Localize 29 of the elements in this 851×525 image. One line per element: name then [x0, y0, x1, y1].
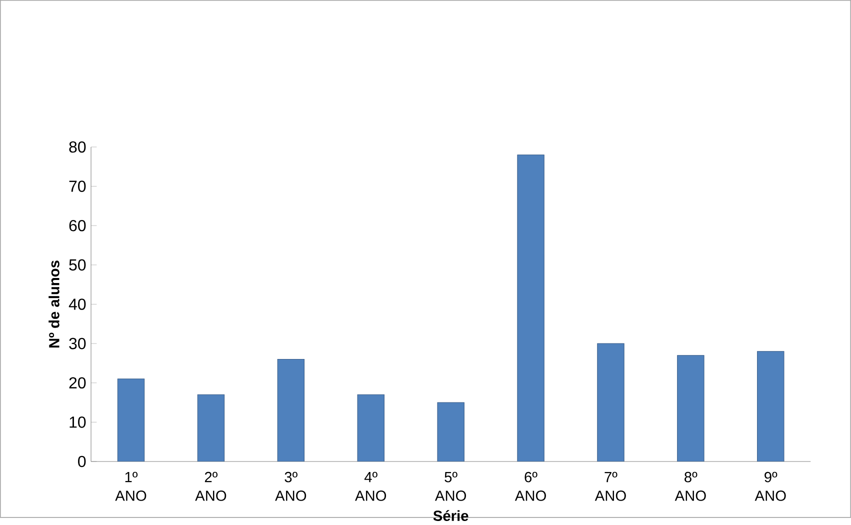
bar	[437, 402, 464, 462]
x-tick-label: 9º ANO	[754, 472, 786, 501]
x-tick-label: 3º ANO	[275, 472, 306, 501]
x-tick-label: 5º ANO	[434, 472, 466, 501]
y-tick-label: 60	[69, 220, 86, 232]
x-tick-label: 7º ANO	[594, 472, 626, 501]
x-tick-label: 4º ANO	[355, 472, 386, 501]
x-tick-label: 6º ANO	[514, 472, 546, 501]
bar	[117, 378, 145, 462]
x-axis-title: Série	[433, 510, 468, 521]
bar	[677, 354, 704, 462]
x-tick-label: 8º ANO	[674, 472, 706, 501]
y-tick-label: 20	[69, 376, 86, 388]
y-tick-label: 0	[78, 456, 86, 467]
y-axis-title: Nº de alunos	[48, 260, 60, 348]
y-tick-label: 70	[69, 180, 86, 192]
bar	[517, 154, 544, 462]
y-tick-label: 40	[68, 298, 86, 310]
y-tick-label: 30	[69, 338, 86, 349]
bar	[197, 394, 225, 462]
bar	[597, 343, 624, 462]
y-tick-label: 80	[69, 141, 86, 152]
x-tick-label: 2º ANO	[195, 472, 226, 501]
bar	[357, 394, 384, 462]
y-tick-label: 10	[70, 416, 86, 428]
x-tick-label: 1º ANO	[115, 472, 146, 501]
bar	[757, 350, 784, 462]
y-tick-label: 50	[69, 259, 86, 270]
bar	[277, 358, 305, 462]
